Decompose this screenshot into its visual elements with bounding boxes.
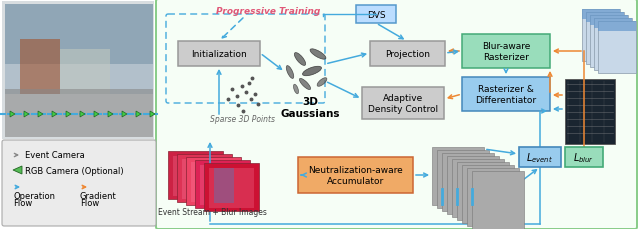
FancyBboxPatch shape: [182, 159, 227, 199]
FancyBboxPatch shape: [168, 151, 223, 199]
Text: Blur-aware
Rasterizer: Blur-aware Rasterizer: [482, 42, 530, 61]
Polygon shape: [38, 112, 43, 117]
Text: Neutralization-aware
Accumulator: Neutralization-aware Accumulator: [308, 166, 403, 185]
FancyBboxPatch shape: [186, 157, 241, 205]
Polygon shape: [150, 112, 155, 117]
FancyBboxPatch shape: [462, 35, 550, 69]
FancyBboxPatch shape: [20, 40, 60, 95]
Text: Progressive Training: Progressive Training: [216, 6, 320, 15]
Polygon shape: [80, 112, 85, 117]
FancyBboxPatch shape: [177, 154, 232, 202]
FancyBboxPatch shape: [565, 80, 615, 144]
FancyBboxPatch shape: [200, 165, 245, 205]
Text: $L_{blur}$: $L_{blur}$: [573, 150, 595, 164]
FancyBboxPatch shape: [565, 147, 603, 167]
Ellipse shape: [317, 78, 327, 87]
Text: Initialization: Initialization: [191, 50, 247, 59]
Ellipse shape: [286, 66, 294, 79]
FancyBboxPatch shape: [362, 88, 444, 120]
Text: Projection: Projection: [385, 50, 430, 59]
FancyBboxPatch shape: [442, 153, 494, 211]
FancyBboxPatch shape: [2, 140, 156, 226]
FancyBboxPatch shape: [187, 159, 207, 194]
FancyBboxPatch shape: [178, 42, 260, 67]
Text: DVS: DVS: [367, 11, 385, 19]
Text: Flow: Flow: [13, 199, 32, 208]
FancyBboxPatch shape: [204, 163, 259, 211]
FancyBboxPatch shape: [60, 50, 110, 95]
FancyBboxPatch shape: [586, 13, 624, 65]
FancyBboxPatch shape: [370, 42, 445, 67]
FancyBboxPatch shape: [457, 162, 509, 220]
FancyBboxPatch shape: [586, 13, 624, 23]
FancyBboxPatch shape: [452, 159, 504, 217]
FancyBboxPatch shape: [582, 10, 620, 62]
Polygon shape: [122, 112, 127, 117]
Ellipse shape: [294, 53, 306, 66]
FancyBboxPatch shape: [173, 156, 218, 196]
Polygon shape: [24, 112, 29, 117]
Text: $L_{event}$: $L_{event}$: [527, 150, 554, 164]
FancyBboxPatch shape: [594, 19, 632, 71]
FancyBboxPatch shape: [582, 10, 620, 20]
FancyBboxPatch shape: [598, 22, 636, 32]
Polygon shape: [10, 112, 15, 117]
FancyBboxPatch shape: [195, 160, 250, 208]
FancyBboxPatch shape: [178, 156, 198, 191]
Text: 3D
Gaussians: 3D Gaussians: [280, 97, 340, 118]
FancyBboxPatch shape: [590, 16, 628, 68]
Text: Adaptive
Density Control: Adaptive Density Control: [368, 94, 438, 113]
Polygon shape: [108, 112, 113, 117]
Polygon shape: [52, 112, 57, 117]
Ellipse shape: [310, 50, 326, 60]
Text: Gradient: Gradient: [80, 192, 116, 201]
FancyBboxPatch shape: [196, 162, 216, 197]
Polygon shape: [13, 166, 22, 174]
Text: Flow: Flow: [80, 199, 99, 208]
FancyBboxPatch shape: [519, 147, 561, 167]
FancyBboxPatch shape: [462, 78, 550, 112]
Ellipse shape: [300, 79, 310, 90]
Ellipse shape: [294, 85, 298, 94]
FancyBboxPatch shape: [156, 0, 637, 229]
Text: Rasterizer &
Differentiator: Rasterizer & Differentiator: [476, 85, 536, 104]
FancyBboxPatch shape: [462, 165, 514, 223]
Text: Operation: Operation: [13, 192, 55, 201]
Text: Sparse 3D Points: Sparse 3D Points: [211, 115, 275, 124]
Text: Event Camera: Event Camera: [25, 151, 84, 160]
FancyBboxPatch shape: [467, 168, 519, 226]
Polygon shape: [66, 112, 71, 117]
FancyBboxPatch shape: [2, 2, 154, 139]
FancyBboxPatch shape: [191, 162, 236, 202]
FancyBboxPatch shape: [205, 165, 225, 200]
FancyBboxPatch shape: [5, 5, 153, 95]
FancyBboxPatch shape: [437, 150, 489, 208]
Ellipse shape: [303, 67, 321, 76]
FancyBboxPatch shape: [214, 168, 234, 203]
FancyBboxPatch shape: [432, 147, 484, 205]
FancyBboxPatch shape: [594, 19, 632, 29]
FancyBboxPatch shape: [5, 90, 153, 137]
FancyBboxPatch shape: [447, 156, 499, 214]
Polygon shape: [94, 112, 99, 117]
Text: Event Stream + Blur Images: Event Stream + Blur Images: [157, 208, 266, 217]
FancyBboxPatch shape: [472, 171, 524, 229]
Polygon shape: [136, 112, 141, 117]
FancyBboxPatch shape: [356, 6, 396, 24]
FancyBboxPatch shape: [5, 5, 153, 65]
Text: RGB Camera (Optional): RGB Camera (Optional): [25, 166, 124, 175]
FancyBboxPatch shape: [598, 22, 636, 74]
FancyBboxPatch shape: [590, 16, 628, 26]
FancyBboxPatch shape: [209, 168, 254, 208]
FancyBboxPatch shape: [298, 157, 413, 193]
